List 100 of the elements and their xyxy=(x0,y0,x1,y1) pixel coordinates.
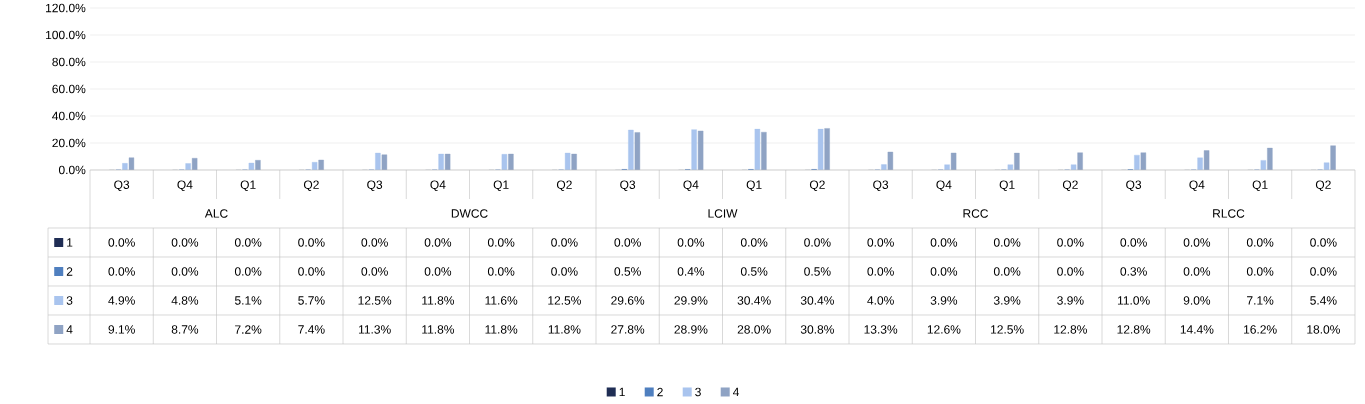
y-tick-label: 60.0% xyxy=(52,84,86,94)
data-label: 28.9% xyxy=(674,325,708,334)
data-label: 0.0% xyxy=(677,238,705,247)
data-label: 0.0% xyxy=(1310,267,1337,276)
data-label: 4.0% xyxy=(867,296,894,305)
data-label: 11.8% xyxy=(485,325,518,334)
data-label: 0.0% xyxy=(487,267,515,276)
data-label: 0.0% xyxy=(993,238,1021,247)
data-label: 9.1% xyxy=(108,325,135,334)
data-label: 0.5% xyxy=(740,267,768,276)
data-label: 12.5% xyxy=(991,325,1024,334)
data-label: 12.8% xyxy=(1117,325,1151,334)
data-label: 0.5% xyxy=(614,267,641,276)
data-label: 8.7% xyxy=(171,325,199,334)
x-tick-label: Q4 xyxy=(177,180,193,192)
data-label: 3.9% xyxy=(993,296,1021,305)
y-tick-label: 80.0% xyxy=(52,57,86,67)
legend-label: 3 xyxy=(66,296,73,305)
x-tick-label: Q2 xyxy=(1062,180,1078,192)
data-label: 0.0% xyxy=(1183,238,1211,247)
x-tick-label: Q1 xyxy=(493,180,509,192)
data-label: 3.9% xyxy=(930,296,958,305)
x-tick-label: Q2 xyxy=(809,180,825,192)
data-label: 0.0% xyxy=(361,267,388,276)
data-label: 12.8% xyxy=(1054,325,1087,334)
data-label: 27.8% xyxy=(611,325,645,334)
data-label: 3.9% xyxy=(1057,296,1084,305)
text: 4 xyxy=(732,387,740,397)
data-label: 30.8% xyxy=(800,325,834,334)
data-label: 11.8% xyxy=(548,325,581,334)
text: DWCC xyxy=(451,209,488,218)
text: 3 xyxy=(695,387,701,397)
data-label: 0.0% xyxy=(1310,238,1337,247)
data-label: 0.0% xyxy=(867,267,894,276)
data-label: 0.0% xyxy=(993,267,1021,276)
data-label: 12.5% xyxy=(358,296,392,305)
text: LCIW xyxy=(708,209,738,218)
data-label: 0.0% xyxy=(108,238,135,247)
data-label: 0.3% xyxy=(1120,267,1147,276)
data-label: 11.3% xyxy=(358,325,391,334)
data-label: 5.1% xyxy=(234,296,262,305)
y-tick-label: 120.0% xyxy=(46,3,86,13)
data-label: 0.0% xyxy=(171,238,199,247)
data-label: 0.0% xyxy=(930,238,958,247)
data-label: 7.2% xyxy=(235,325,262,334)
text: RLCC xyxy=(1213,209,1245,218)
data-label: 5.7% xyxy=(298,296,325,305)
data-label: 13.3% xyxy=(864,325,898,334)
x-tick-label: Q3 xyxy=(114,180,130,192)
data-label: 0.0% xyxy=(804,238,831,247)
text: RCC xyxy=(963,209,989,218)
x-tick-label: Q3 xyxy=(367,180,383,192)
x-tick-label: Q4 xyxy=(683,180,699,192)
data-label: 0.0% xyxy=(1057,267,1084,276)
data-label: 0.0% xyxy=(551,267,578,276)
data-label: 0.0% xyxy=(740,238,768,247)
data-label: 29.6% xyxy=(611,296,645,305)
y-tick-label: 0.0% xyxy=(58,165,86,175)
data-label: 0.4% xyxy=(677,267,705,276)
x-tick-label: Q4 xyxy=(936,180,952,192)
data-label: 11.8% xyxy=(422,296,455,305)
y-tick-label: 40.0% xyxy=(52,111,86,121)
data-label: 0.0% xyxy=(487,238,515,247)
data-label: 11.0% xyxy=(1117,296,1150,305)
data-label: 0.0% xyxy=(361,238,388,247)
data-label: 9.0% xyxy=(1183,296,1211,305)
x-tick-label: Q1 xyxy=(999,180,1015,192)
data-label: 12.6% xyxy=(927,325,961,334)
data-label: 0.0% xyxy=(930,267,958,276)
text: 1 xyxy=(619,387,625,397)
x-tick-label: Q1 xyxy=(1252,180,1268,192)
data-label: 4.9% xyxy=(108,296,135,305)
data-label: 0.0% xyxy=(1246,238,1274,247)
data-label: 16.2% xyxy=(1244,325,1277,334)
y-tick-label: 100.0% xyxy=(46,30,86,40)
data-label: 0.0% xyxy=(234,238,262,247)
data-label: 0.0% xyxy=(298,238,325,247)
data-label: 28.0% xyxy=(737,325,771,334)
data-label: 7.1% xyxy=(1247,296,1274,305)
legend-label: 2 xyxy=(66,267,73,276)
x-tick-label: Q1 xyxy=(240,180,256,192)
data-label: 7.4% xyxy=(298,325,325,334)
data-label: 0.0% xyxy=(551,238,578,247)
data-label: 0.0% xyxy=(424,267,452,276)
data-label: 0.0% xyxy=(867,238,894,247)
x-tick-label: Q2 xyxy=(1315,180,1331,192)
data-label: 0.0% xyxy=(108,267,135,276)
text: ALC xyxy=(204,209,228,218)
data-label: 30.4% xyxy=(737,296,771,305)
x-tick-label: Q4 xyxy=(430,180,446,192)
text: 2 xyxy=(657,387,663,397)
data-label: 14.4% xyxy=(1180,325,1214,334)
data-label: 0.0% xyxy=(614,238,641,247)
data-label: 0.0% xyxy=(1120,238,1147,247)
x-tick-label: Q3 xyxy=(620,180,636,192)
data-label: 0.0% xyxy=(424,238,452,247)
data-label: 11.8% xyxy=(422,325,455,334)
x-tick-label: Q2 xyxy=(556,180,572,192)
x-tick-label: Q3 xyxy=(1126,180,1142,192)
data-label: 0.0% xyxy=(1183,267,1211,276)
